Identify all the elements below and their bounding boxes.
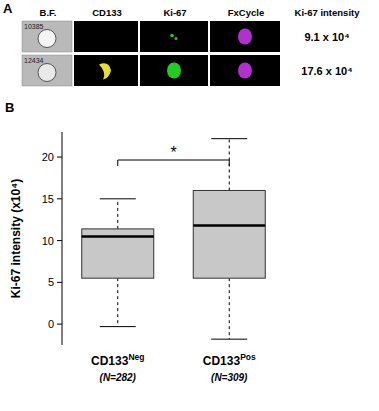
event-id: 10385 — [24, 23, 44, 30]
whisker-cap — [211, 138, 247, 139]
y-tick-label: 0 — [48, 318, 54, 330]
box — [82, 229, 154, 278]
panel-label: B — [5, 100, 14, 115]
n-label: (N=309) — [211, 372, 248, 383]
n-label: (N=282) — [100, 372, 137, 383]
whisker-cap — [211, 339, 247, 340]
column-header: B.F. — [40, 7, 57, 18]
significance-star: * — [170, 144, 176, 161]
whisker-cap — [100, 198, 136, 199]
cell-image — [99, 63, 111, 79]
whisker-lower — [229, 278, 230, 339]
y-axis — [62, 132, 63, 345]
y-tick-label: 10 — [42, 235, 54, 247]
y-axis-title: Ki-67 intensity (x10⁴) — [9, 179, 23, 298]
cell-image — [167, 63, 181, 79]
plot-area — [82, 139, 266, 339]
box — [193, 190, 265, 278]
category-name: CD133 — [91, 354, 129, 368]
intensity-value: 17.6 x 10⁴ — [301, 65, 352, 77]
panel-label: A — [3, 1, 13, 16]
category-label: CD133Pos — [203, 352, 256, 368]
category-label: CD133Neg — [91, 352, 144, 368]
column-header: Ki-67 — [163, 7, 186, 18]
y-tick — [57, 198, 62, 199]
cell-image — [38, 30, 56, 48]
image-tile — [22, 21, 72, 52]
y-tick — [57, 157, 62, 158]
image-tile — [210, 55, 280, 86]
column-header: Ki-67 intensity — [295, 7, 361, 18]
column-header: CD133 — [92, 7, 122, 18]
y-tick-label: 15 — [42, 193, 54, 205]
image-tile — [74, 21, 138, 52]
cell-image — [175, 37, 178, 40]
whisker-lower — [117, 278, 118, 326]
category-superscript: Pos — [240, 352, 256, 362]
image-tile — [74, 55, 138, 86]
y-tick — [57, 282, 62, 283]
median — [193, 224, 265, 227]
y-tick — [57, 324, 62, 325]
cell-image — [238, 63, 252, 79]
cell-image — [38, 64, 56, 82]
cell-image — [238, 29, 252, 45]
category-superscript: Neg — [128, 352, 144, 362]
image-tile — [22, 55, 72, 86]
cell-image — [170, 34, 174, 38]
whisker-upper — [117, 199, 118, 229]
y-tick-label: 5 — [48, 276, 54, 288]
intensity-value: 9.1 x 10⁴ — [304, 31, 349, 43]
image-tile — [140, 55, 208, 86]
category-name: CD133 — [203, 354, 241, 368]
median — [82, 235, 154, 238]
figure: A B.F. CD133 Ki-67 FxCycle Ki-67 intensity 103… — [0, 0, 379, 411]
whisker-cap — [100, 326, 136, 327]
event-id: 12434 — [24, 57, 44, 64]
y-tick — [57, 240, 62, 241]
column-header: FxCycle — [228, 7, 264, 18]
y-tick-label: 20 — [42, 151, 54, 163]
image-tile — [210, 21, 280, 52]
image-tile — [140, 21, 208, 52]
